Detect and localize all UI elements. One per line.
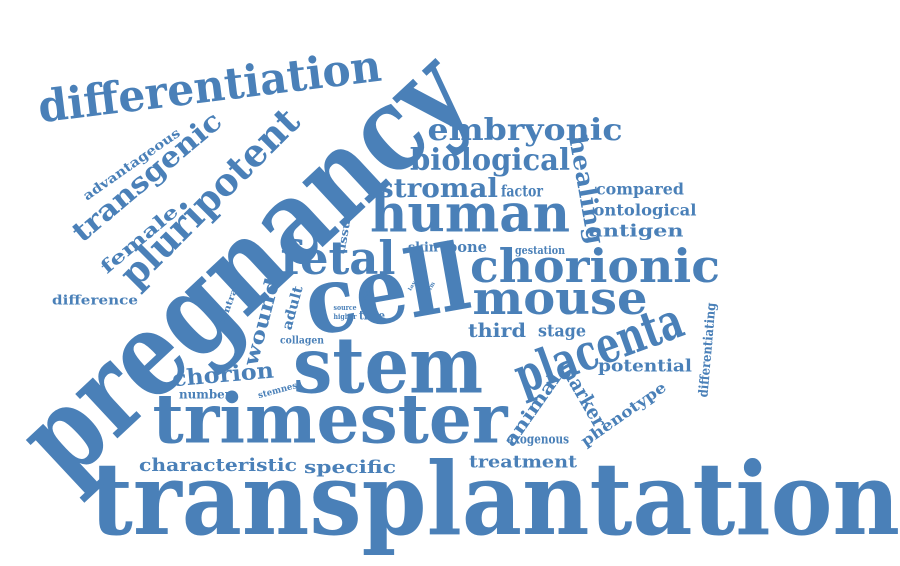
word-lay: lay [407,279,418,292]
word-ontological: ontological [594,201,697,220]
word-source: source [334,303,357,312]
word-trimester: trimester [153,380,509,460]
word-differentiating: differentiating [696,302,719,398]
word-stage: stage [538,322,586,342]
word-potential: potential [598,357,693,377]
word-time: time [359,309,385,323]
word-chorionic: chorionic [470,239,720,293]
word-exogenous: exogenous [507,433,569,448]
word-compared: compared [596,180,684,199]
word-number: number [179,388,232,402]
word-embryonic: embryonic [428,113,623,148]
word-stromal: stromal [378,174,498,204]
word-transplantation: transplantation [90,440,900,558]
word-bone: bone [447,238,487,256]
word-difference: difference [52,294,138,309]
word-fetal: fetal [281,231,396,285]
word-treatment: treatment [469,453,577,473]
word-antigen: antigen [589,222,684,242]
word-characteristic: characteristic [139,455,297,476]
word-stem: stem [293,321,483,412]
word-specific: specific [304,457,396,478]
word-skin: skin [408,241,439,256]
word-biological: biological [410,143,570,178]
word-third: third [468,320,526,342]
word-human: human [370,184,570,245]
word-collagen: collagen [280,336,325,347]
word-higher: higher [334,312,357,321]
word-mouse: mouse [473,271,648,325]
word-factor: factor [501,182,543,201]
word-gestation: gestation [515,244,565,257]
